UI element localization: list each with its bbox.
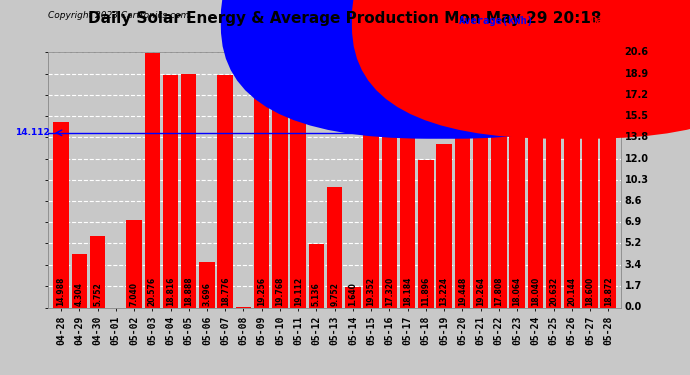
Text: 11.896: 11.896 bbox=[422, 276, 431, 306]
Text: 20.632: 20.632 bbox=[549, 276, 558, 306]
Bar bbox=[364, 68, 379, 308]
Bar bbox=[290, 71, 306, 308]
Bar bbox=[217, 75, 233, 307]
Bar bbox=[327, 187, 342, 308]
Text: 14.112: 14.112 bbox=[15, 128, 50, 137]
Bar bbox=[491, 87, 506, 308]
Bar bbox=[400, 82, 415, 308]
Text: 18.776: 18.776 bbox=[221, 276, 230, 306]
Bar bbox=[546, 52, 561, 308]
Bar bbox=[345, 287, 361, 308]
Text: 19.264: 19.264 bbox=[476, 276, 485, 306]
Bar bbox=[564, 58, 580, 308]
Text: 20.6: 20.6 bbox=[624, 48, 649, 57]
Text: 1.7: 1.7 bbox=[624, 282, 642, 291]
Text: 0.0: 0.0 bbox=[624, 303, 642, 312]
Text: 8.6: 8.6 bbox=[624, 196, 642, 206]
Bar bbox=[72, 254, 87, 308]
Text: 17.320: 17.320 bbox=[385, 276, 394, 306]
Bar bbox=[455, 67, 470, 308]
Text: Average(kWh): Average(kWh) bbox=[459, 16, 534, 26]
Bar bbox=[473, 69, 489, 308]
Bar bbox=[528, 84, 543, 308]
Text: Daily Solar Energy & Average Production Mon May 29 20:18: Daily Solar Energy & Average Production … bbox=[88, 11, 602, 26]
Bar bbox=[254, 69, 270, 308]
Text: 5.2: 5.2 bbox=[624, 238, 642, 248]
Bar bbox=[272, 63, 288, 308]
Text: 18.184: 18.184 bbox=[403, 276, 412, 306]
Bar bbox=[163, 75, 178, 308]
Bar bbox=[308, 244, 324, 308]
Text: 12.0: 12.0 bbox=[624, 154, 649, 164]
Text: 18.872: 18.872 bbox=[604, 276, 613, 306]
Bar bbox=[418, 160, 433, 308]
Bar bbox=[199, 262, 215, 308]
Text: 18.600: 18.600 bbox=[586, 276, 595, 306]
Text: 9.752: 9.752 bbox=[330, 282, 339, 306]
Text: 13.8: 13.8 bbox=[624, 132, 649, 142]
Text: 20.144: 20.144 bbox=[567, 276, 576, 306]
Text: 4.304: 4.304 bbox=[75, 282, 83, 306]
Text: 6.9: 6.9 bbox=[624, 217, 642, 227]
Text: 19.112: 19.112 bbox=[294, 276, 303, 306]
Text: 17.2: 17.2 bbox=[624, 90, 649, 100]
Text: 5.136: 5.136 bbox=[312, 282, 321, 306]
Text: 19.768: 19.768 bbox=[275, 276, 284, 306]
Bar bbox=[382, 93, 397, 308]
Bar bbox=[144, 53, 160, 307]
Text: 19.352: 19.352 bbox=[366, 277, 375, 306]
Bar bbox=[53, 122, 69, 308]
Text: 7.040: 7.040 bbox=[130, 282, 139, 306]
Text: Copyright 2023 Cartronics.com: Copyright 2023 Cartronics.com bbox=[48, 11, 190, 20]
Bar bbox=[90, 236, 106, 308]
Bar bbox=[600, 74, 616, 308]
Text: 1.640: 1.640 bbox=[348, 282, 357, 306]
Text: 18.888: 18.888 bbox=[184, 276, 193, 306]
Bar bbox=[126, 220, 141, 308]
Text: 15.5: 15.5 bbox=[624, 111, 649, 121]
Text: 3.696: 3.696 bbox=[202, 282, 211, 306]
Bar bbox=[582, 77, 598, 308]
Text: 18.064: 18.064 bbox=[513, 276, 522, 306]
Text: 13.224: 13.224 bbox=[440, 276, 449, 306]
Text: 20.576: 20.576 bbox=[148, 276, 157, 306]
Text: 18.040: 18.040 bbox=[531, 276, 540, 306]
Text: 5.752: 5.752 bbox=[93, 282, 102, 306]
Text: Daily(kWh): Daily(kWh) bbox=[590, 16, 653, 26]
Text: 19.256: 19.256 bbox=[257, 277, 266, 306]
Text: 17.808: 17.808 bbox=[494, 276, 503, 306]
Bar bbox=[509, 84, 525, 308]
Text: 19.448: 19.448 bbox=[458, 276, 467, 306]
Text: 14.988: 14.988 bbox=[57, 276, 66, 306]
Text: 3.4: 3.4 bbox=[624, 260, 642, 270]
Text: 18.816: 18.816 bbox=[166, 276, 175, 306]
Text: 18.9: 18.9 bbox=[624, 69, 649, 78]
Bar bbox=[436, 144, 452, 308]
Text: 10.3: 10.3 bbox=[624, 175, 649, 185]
Bar bbox=[181, 74, 197, 308]
